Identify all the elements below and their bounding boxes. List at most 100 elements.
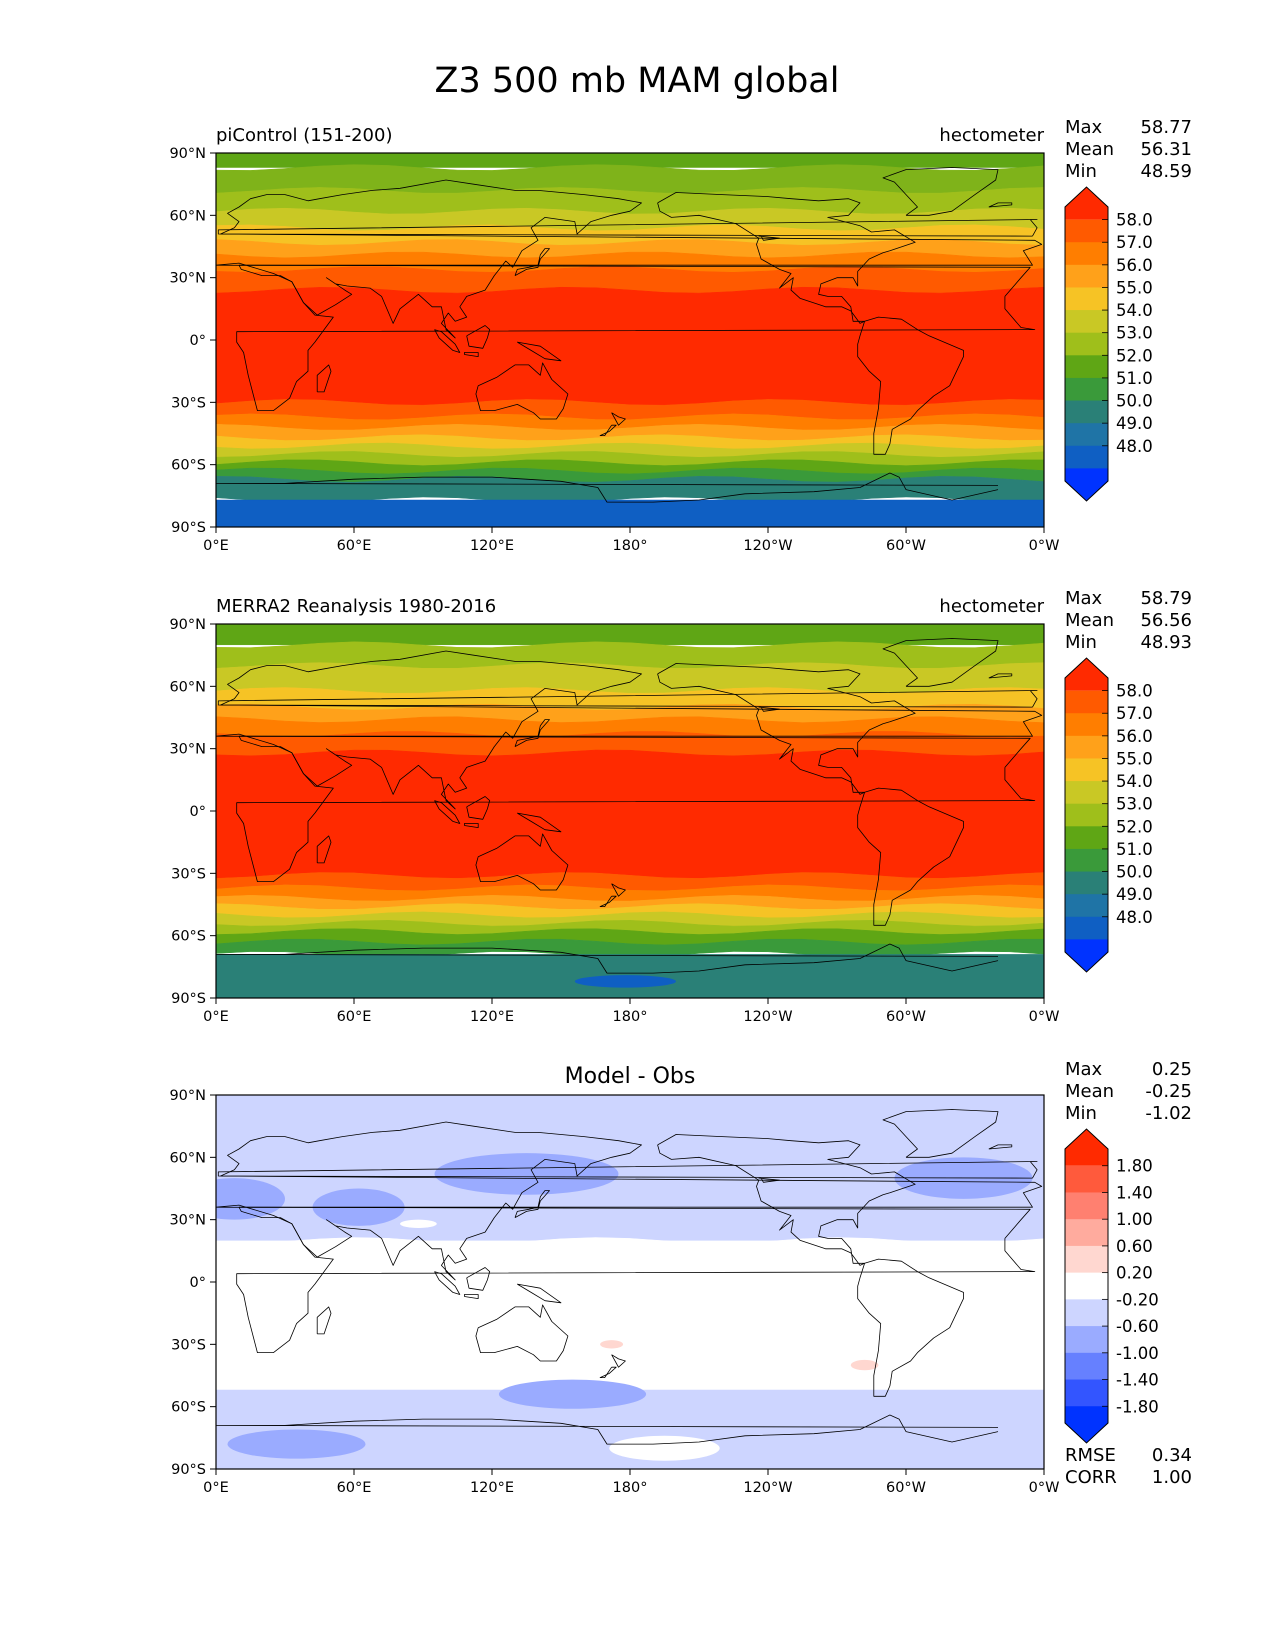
lat-tick-label: 30°S: [171, 395, 206, 411]
lat-tick-label: 60°S: [171, 1400, 206, 1416]
colorbar-label: 51.0: [1116, 369, 1153, 388]
contour-blob: [434, 1153, 619, 1195]
coastline: [0, 651, 214, 809]
stat-label: CORR: [1065, 1467, 1117, 1488]
stat-label: Min: [1065, 1103, 1097, 1124]
colorbar-segment: [1065, 287, 1108, 311]
lat-tick-label: 90°S: [171, 1462, 206, 1478]
coastline: [161, 1145, 184, 1149]
lat-tick-label: 90°N: [169, 146, 206, 162]
contour-blob: [850, 1359, 879, 1371]
coastline: [857, 787, 964, 926]
contour-band: [216, 1095, 1044, 1241]
coastline: [55, 1110, 170, 1158]
colorbar-label: 50.0: [1116, 392, 1153, 411]
coastline: [55, 168, 170, 216]
colorbar-segment: [1065, 713, 1108, 737]
stat-label: Max: [1065, 1059, 1103, 1080]
contour-blob: [498, 1379, 647, 1409]
colorbar-segment: [1065, 377, 1108, 402]
colorbar-extend-top: [1065, 187, 1108, 220]
colorbar-label: -1.40: [1116, 1371, 1159, 1390]
stat-value: 56.31: [1140, 139, 1192, 160]
coastline: [517, 812, 562, 833]
colorbar-label: 57.0: [1116, 704, 1153, 723]
coastline: [988, 1144, 1013, 1150]
colorbar-label: 58.0: [1116, 682, 1153, 701]
coastline: [220, 650, 1043, 810]
coastline: [30, 1259, 136, 1396]
coastline: [611, 883, 626, 897]
coastline: [514, 1190, 550, 1218]
stat-value: 58.77: [1140, 117, 1192, 138]
coastline: [220, 1121, 1043, 1281]
contour-band: [216, 938, 1044, 958]
figure-title: Z3 500 mb MAM global: [435, 61, 840, 101]
coastline: [466, 1267, 491, 1291]
lon-tick-label: 120°E: [470, 1480, 514, 1496]
stat-value: 1.00: [1152, 1467, 1192, 1488]
coastline: [216, 733, 1036, 882]
lat-tick-label: 0°: [190, 1275, 206, 1291]
coastline: [0, 193, 87, 324]
coastlines: [0, 167, 1043, 503]
coastline: [857, 1258, 964, 1397]
lat-tick-label: 60°N: [169, 1150, 206, 1166]
panel-obs: 90°N 60°N 30°N 0° 30°S 60°S 90°S 0°E 60°E 120°E 18…: [0, 588, 1192, 1025]
coastline: [988, 202, 1013, 208]
colorbar-outline: [1064, 657, 1109, 973]
coastline: [882, 638, 999, 687]
coastline: [434, 1271, 461, 1295]
coastline: [882, 1109, 999, 1158]
colorbar-segment: [1065, 1272, 1108, 1300]
colorbar-segment: [1065, 735, 1108, 759]
coastline: [882, 167, 999, 216]
coastline: [657, 663, 916, 795]
stat-label: Mean: [1065, 139, 1114, 160]
colorbar-label: 0.60: [1116, 1237, 1153, 1256]
lon-tick-label: 120°E: [470, 538, 514, 554]
colorbar-label: 57.0: [1116, 233, 1153, 252]
colorbar-label: 51.0: [1116, 840, 1153, 859]
stat-value: -0.25: [1145, 1081, 1192, 1102]
field-contours: [216, 153, 1044, 527]
lat-tick-label: 0°: [190, 333, 206, 349]
map-panels: 90°N 60°N 30°N 0° 30°S 60°S 90°S 0°E 60°E 120°E 18…: [0, 117, 1192, 1496]
colorbar-outline: [1064, 1128, 1109, 1444]
colorbar-segment: [1065, 242, 1108, 266]
colorbar-segment: [1065, 423, 1108, 447]
colorbar-segment: [1065, 1192, 1108, 1220]
lat-tick-label: 90°S: [171, 991, 206, 1007]
colorbar-segment: [1065, 1326, 1108, 1354]
lon-tick-label: 60°W: [886, 538, 926, 554]
colorbar-label: 53.0: [1116, 795, 1153, 814]
colorbar-label: 56.0: [1116, 256, 1153, 275]
lon-tick-label: 60°E: [337, 538, 372, 554]
lon-tick-label: 0°W: [1029, 538, 1060, 554]
panel-title: piControl (151-200): [216, 125, 392, 146]
coastline: [464, 352, 479, 357]
coastline: [514, 248, 550, 276]
coastlines: [0, 638, 1043, 974]
coastline: [475, 1304, 569, 1362]
panel-diff: 90°N 60°N 30°N 0° 30°S 60°S 90°S 0°E 60°E 120°E 18…: [0, 1059, 1192, 1496]
colorbar-segment: [1065, 1299, 1108, 1327]
stat-label: Max: [1065, 117, 1103, 138]
coastline: [599, 424, 617, 436]
colorbar-label: -0.20: [1116, 1290, 1159, 1309]
colorbar-label: 0.20: [1116, 1264, 1153, 1283]
colorbar-label: 1.00: [1116, 1210, 1153, 1229]
coastline: [216, 472, 999, 503]
lat-tick-label: 30°S: [171, 1337, 206, 1353]
colorbar-segment: [1065, 332, 1108, 356]
colorbar-label: 48.0: [1116, 437, 1153, 456]
coastline: [55, 639, 170, 687]
lon-tick-label: 0°E: [203, 1480, 229, 1496]
lon-tick-label: 180°: [613, 538, 648, 554]
coastline: [216, 1414, 999, 1445]
lat-tick-label: 90°N: [169, 1088, 206, 1104]
coastline: [758, 706, 780, 712]
coastline: [0, 1135, 87, 1266]
panel-model: 90°N 60°N 30°N 0° 30°S 60°S 90°S 0°E 60°E 120°E 18…: [0, 117, 1192, 554]
colorbar-segment: [1065, 894, 1108, 918]
